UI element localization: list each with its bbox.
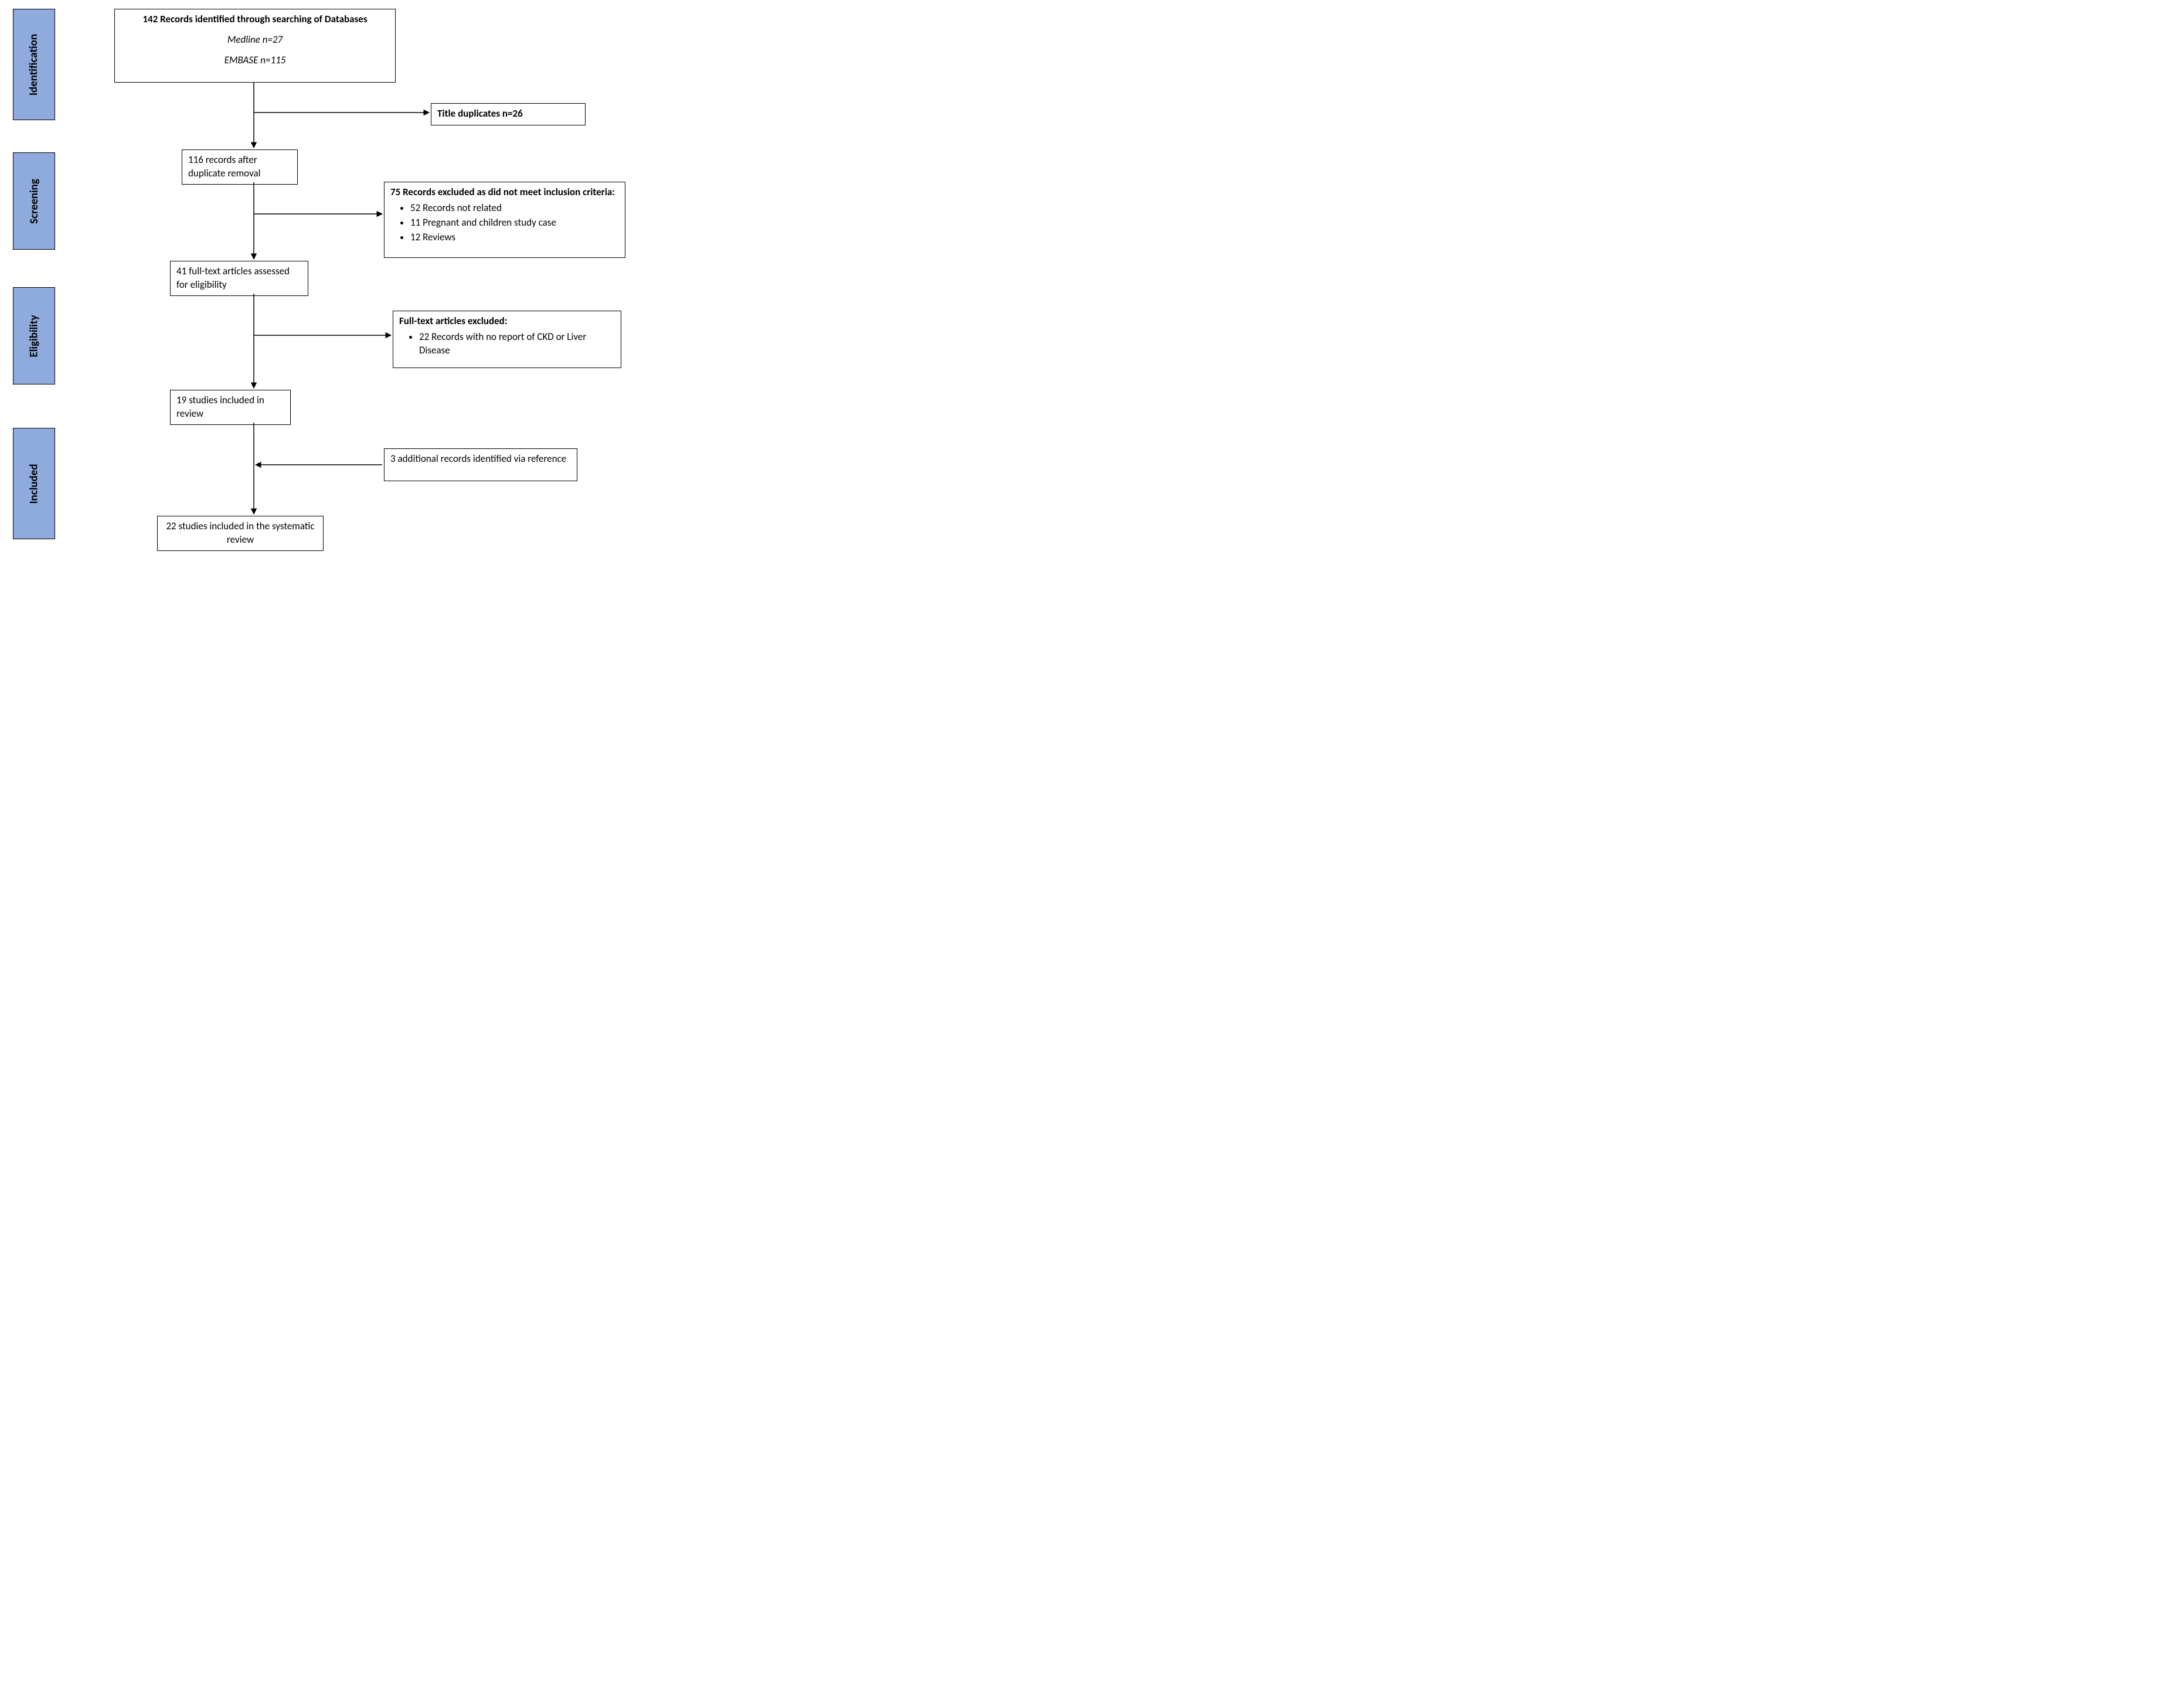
box-excluded-fulltext: Full-text articles excluded: 22 Records …	[393, 311, 621, 368]
stage-label: Eligibility	[28, 315, 41, 357]
box-additional-records: 3 additional records identified via refe…	[384, 448, 577, 481]
stage-label: Included	[28, 464, 41, 503]
box-title: 142 Records identified through searching…	[121, 13, 389, 26]
exclusion-bullets: 22 Records with no report of CKD or Live…	[399, 331, 615, 358]
bullet-item: 52 Records not related	[410, 202, 619, 215]
box-included-in-review: 19 studies included in review	[170, 390, 291, 425]
box-after-duplicate-removal: 116 records after duplicate removal	[182, 149, 298, 185]
box-title: 75 Records excluded as did not meet incl…	[390, 186, 619, 199]
stage-identification: Identification	[13, 9, 55, 120]
stage-label: Identification	[28, 33, 41, 95]
box-title-duplicates: Title duplicates n=26	[431, 103, 586, 125]
bullet-item: 12 Reviews	[410, 231, 619, 244]
box-line: EMBASE n=115	[121, 54, 389, 67]
box-systematic-review: 22 studies included in the systematic re…	[157, 516, 324, 551]
stage-screening: Screening	[13, 152, 55, 250]
bullet-item: 22 Records with no report of CKD or Live…	[419, 331, 615, 358]
arrows-layer	[0, 0, 728, 566]
box-title: Title duplicates n=26	[437, 107, 523, 120]
box-full-text-assessed: 41 full-text articles assessed for eligi…	[170, 261, 308, 296]
exclusion-bullets: 52 Records not related 11 Pregnant and c…	[390, 202, 619, 244]
box-text: 22 studies included in the systematic re…	[166, 520, 314, 546]
box-line: Medline n=27	[121, 33, 389, 47]
stage-eligibility: Eligibility	[13, 287, 55, 384]
bullet-item: 11 Pregnant and children study case	[410, 216, 619, 230]
box-text: 3 additional records identified via refe…	[390, 452, 566, 465]
box-records-identified: 142 Records identified through searching…	[114, 9, 396, 83]
box-excluded-inclusion: 75 Records excluded as did not meet incl…	[384, 182, 625, 258]
prisma-flowchart: Identification Screening Eligibility Inc…	[0, 0, 728, 566]
box-text: 116 records after duplicate removal	[188, 154, 261, 179]
box-text: 41 full-text articles assessed for eligi…	[176, 265, 290, 291]
box-title: Full-text articles excluded:	[399, 315, 615, 328]
box-text: 19 studies included in review	[176, 394, 264, 420]
stage-label: Screening	[28, 179, 41, 224]
stage-included: Included	[13, 428, 55, 539]
